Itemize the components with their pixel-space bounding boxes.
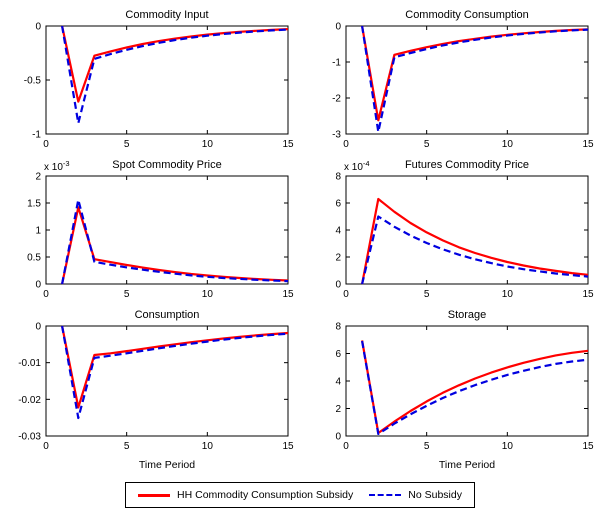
- y-tick-label: 6: [335, 199, 341, 210]
- series-line-no-subsidy: [361, 25, 589, 133]
- subplot-title: Commodity Input: [125, 9, 208, 21]
- y-tick-label: 0: [335, 22, 341, 33]
- series-line-no-subsidy: [361, 215, 589, 285]
- subplot-futures-commodity-price: 0 5 10 15 0 2 4 6 8 Futures Commodity Price x 10-4: [300, 156, 600, 306]
- series-line-subsidy: [361, 340, 589, 435]
- y-exponent-label: x 10-3: [44, 159, 70, 173]
- subplot-commodity-input: 0 5 10 15 -1 -0.5 0 Commodity Input: [0, 6, 300, 156]
- y-tick-label: 1: [35, 226, 41, 237]
- y-tick-label: 2: [335, 404, 341, 415]
- subplot-title: Consumption: [135, 309, 200, 321]
- x-tick-label: 5: [124, 289, 130, 300]
- y-tick-label: -1: [332, 58, 341, 69]
- series-line-no-subsidy: [61, 198, 289, 285]
- y-tick-label: 8: [335, 172, 341, 183]
- axes-box: [45, 25, 289, 135]
- subplot-title: Spot Commodity Price: [112, 159, 221, 171]
- x-tick-label: 15: [582, 441, 594, 452]
- y-tick-label: 0: [335, 432, 341, 443]
- legend: HH Commodity Consumption Subsidy No Subs…: [125, 482, 475, 508]
- x-tick-label: 10: [502, 289, 514, 300]
- legend-label-no-subsidy: No Subsidy: [408, 489, 462, 501]
- x-axis-label: Time Period: [139, 459, 195, 471]
- axes-box: [345, 25, 589, 135]
- legend-item-subsidy: HH Commodity Consumption Subsidy: [138, 489, 353, 501]
- x-axis-label: Time Period: [439, 459, 495, 471]
- x-tick-label: 15: [582, 289, 594, 300]
- y-tick-label: 2: [335, 253, 341, 264]
- series-line-no-subsidy: [61, 25, 289, 125]
- chart-svg-consumption: 0 5 10 15 -0.03 -0.02 -0.01 0 Consumption Time Pe…: [18, 309, 294, 471]
- x-tick-label: 0: [43, 289, 49, 300]
- axes-box: [45, 175, 289, 285]
- x-tick-label: 0: [343, 139, 349, 150]
- x-tick-label: 15: [282, 441, 294, 452]
- charts-grid: 0 5 10 15 -1 -0.5 0 Commodity Input 0 5 10 15 -3 -2 -1…: [0, 6, 600, 474]
- legend-label-subsidy: HH Commodity Consumption Subsidy: [177, 489, 354, 501]
- x-tick-label: 10: [202, 139, 214, 150]
- y-exponent-label: x 10-4: [344, 159, 370, 173]
- subplot-storage: 0 5 10 15 0 2 4 6 8 Storage Time Period: [300, 306, 600, 474]
- series-line-no-subsidy: [61, 325, 289, 420]
- series-line-subsidy: [61, 206, 289, 285]
- y-tick-label: 1.5: [27, 199, 41, 210]
- y-tick-label: 0: [335, 280, 341, 291]
- x-tick-label: 10: [502, 441, 514, 452]
- x-tick-label: 5: [124, 139, 130, 150]
- x-tick-label: 10: [502, 139, 514, 150]
- y-tick-label: 4: [335, 377, 341, 388]
- y-tick-label: 2: [35, 172, 41, 183]
- y-tick-label: 4: [335, 226, 341, 237]
- subplot-title: Storage: [448, 309, 487, 321]
- y-tick-label: 6: [335, 349, 341, 360]
- y-tick-label: 0: [35, 322, 41, 333]
- y-tick-label: -0.03: [18, 432, 41, 443]
- legend-item-no-subsidy: No Subsidy: [369, 489, 462, 501]
- y-tick-label: 8: [335, 322, 341, 333]
- x-tick-label: 0: [343, 289, 349, 300]
- x-tick-label: 15: [282, 289, 294, 300]
- legend-line-solid-red: [138, 493, 171, 497]
- y-tick-label: -3: [332, 130, 341, 141]
- y-tick-label: 0: [35, 280, 41, 291]
- subplot-commodity-consumption: 0 5 10 15 -3 -2 -1 0 Commodity Consumption: [300, 6, 600, 156]
- chart-svg-commodity-consumption: 0 5 10 15 -3 -2 -1 0 Commodity Consumption: [332, 9, 594, 150]
- x-tick-label: 0: [43, 441, 49, 452]
- y-tick-label: -0.02: [18, 395, 41, 406]
- y-tick-label: -0.01: [18, 358, 41, 369]
- subplot-spot-commodity-price: 0 5 10 15 0 0.5 1 1.5 2 Spot Commodity Price x 10-…: [0, 156, 300, 306]
- subplot-title: Commodity Consumption: [405, 9, 529, 21]
- y-tick-label: -1: [32, 130, 41, 141]
- chart-svg-commodity-input: 0 5 10 15 -1 -0.5 0 Commodity Input: [24, 9, 294, 150]
- y-tick-label: 0.5: [27, 253, 41, 264]
- y-tick-label: -2: [332, 94, 341, 105]
- x-tick-label: 10: [202, 441, 214, 452]
- x-tick-label: 15: [582, 139, 594, 150]
- series-line-no-subsidy: [361, 340, 589, 436]
- series-line-subsidy: [361, 197, 589, 285]
- x-tick-label: 5: [424, 441, 430, 452]
- x-tick-label: 15: [282, 139, 294, 150]
- legend-row: HH Commodity Consumption Subsidy No Subs…: [0, 482, 600, 508]
- y-tick-label: 0: [35, 22, 41, 33]
- x-tick-label: 10: [202, 289, 214, 300]
- chart-svg-storage: 0 5 10 15 0 2 4 6 8 Storage Time Period: [335, 309, 594, 471]
- x-tick-label: 0: [43, 139, 49, 150]
- x-tick-label: 5: [124, 441, 130, 452]
- chart-svg-futures-commodity-price: 0 5 10 15 0 2 4 6 8 Futures Commodity Price x 10-4: [335, 159, 594, 300]
- chart-svg-spot-commodity-price: 0 5 10 15 0 0.5 1 1.5 2 Spot Commodity Price x 10-…: [27, 159, 294, 300]
- axes-box: [345, 175, 589, 285]
- subplot-consumption: 0 5 10 15 -0.03 -0.02 -0.01 0 Consumption Time Pe…: [0, 306, 300, 474]
- x-tick-label: 5: [424, 139, 430, 150]
- x-tick-label: 5: [424, 289, 430, 300]
- subplot-title: Futures Commodity Price: [405, 159, 529, 171]
- legend-line-dashed-blue: [369, 494, 402, 496]
- axes-box: [45, 325, 289, 437]
- y-tick-label: -0.5: [24, 76, 42, 87]
- x-tick-label: 0: [343, 441, 349, 452]
